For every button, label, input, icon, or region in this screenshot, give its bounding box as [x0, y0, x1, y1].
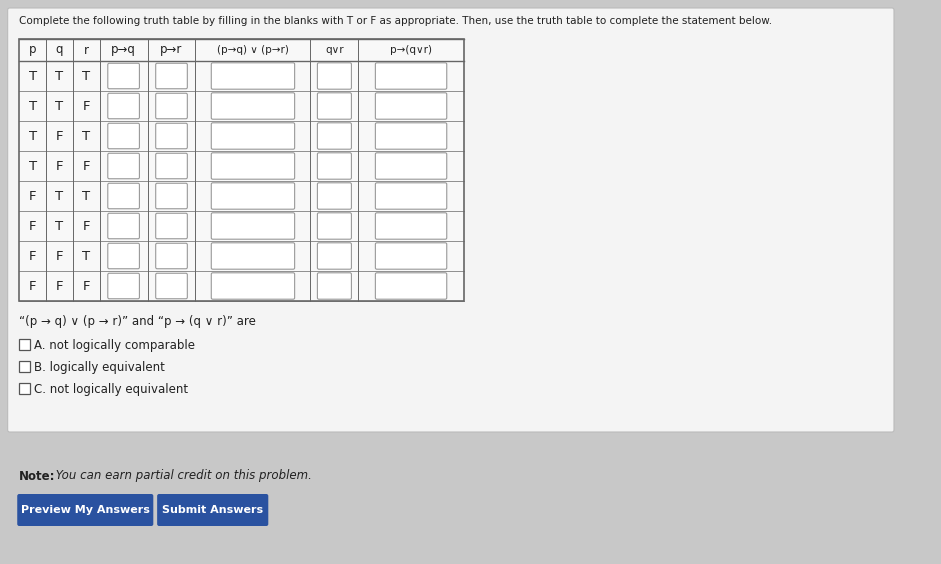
Text: “(p → q) ∨ (p → r)” and “p → (q ∨ r)” are: “(p → q) ∨ (p → r)” and “p → (q ∨ r)” ar…: [19, 315, 256, 328]
FancyBboxPatch shape: [375, 93, 447, 119]
FancyBboxPatch shape: [155, 63, 187, 89]
FancyBboxPatch shape: [317, 213, 351, 239]
FancyBboxPatch shape: [212, 153, 295, 179]
FancyBboxPatch shape: [212, 243, 295, 269]
FancyBboxPatch shape: [108, 153, 139, 179]
Text: F: F: [83, 160, 90, 173]
Text: T: T: [82, 130, 90, 143]
Text: F: F: [56, 160, 63, 173]
FancyBboxPatch shape: [375, 123, 447, 149]
Text: T: T: [56, 99, 63, 112]
Text: p→r: p→r: [160, 43, 183, 56]
Text: q: q: [56, 43, 63, 56]
Text: r: r: [84, 43, 88, 56]
FancyBboxPatch shape: [317, 153, 351, 179]
FancyBboxPatch shape: [375, 153, 447, 179]
FancyBboxPatch shape: [375, 183, 447, 209]
Text: T: T: [56, 190, 63, 202]
FancyBboxPatch shape: [108, 93, 139, 119]
FancyBboxPatch shape: [155, 213, 187, 239]
FancyBboxPatch shape: [155, 183, 187, 209]
FancyBboxPatch shape: [212, 273, 295, 299]
Text: T: T: [82, 249, 90, 262]
FancyBboxPatch shape: [155, 243, 187, 269]
FancyBboxPatch shape: [212, 93, 295, 119]
FancyBboxPatch shape: [317, 63, 351, 89]
FancyBboxPatch shape: [212, 123, 295, 149]
FancyBboxPatch shape: [17, 494, 153, 526]
Text: C. not logically equivalent: C. not logically equivalent: [34, 382, 187, 395]
FancyBboxPatch shape: [375, 273, 447, 299]
FancyBboxPatch shape: [108, 243, 139, 269]
FancyBboxPatch shape: [108, 213, 139, 239]
FancyBboxPatch shape: [108, 63, 139, 89]
FancyBboxPatch shape: [317, 243, 351, 269]
Text: F: F: [29, 249, 37, 262]
Text: p: p: [29, 43, 37, 56]
Text: T: T: [28, 99, 37, 112]
FancyBboxPatch shape: [375, 63, 447, 89]
Text: T: T: [56, 69, 63, 82]
FancyBboxPatch shape: [212, 63, 295, 89]
Text: A. not logically comparable: A. not logically comparable: [34, 338, 195, 351]
FancyBboxPatch shape: [155, 124, 187, 149]
Text: p→(q∨r): p→(q∨r): [391, 45, 432, 55]
Bar: [19, 382, 30, 394]
Text: p→q: p→q: [111, 43, 136, 56]
Bar: [19, 39, 464, 301]
Text: F: F: [56, 280, 63, 293]
FancyBboxPatch shape: [317, 183, 351, 209]
FancyBboxPatch shape: [155, 93, 187, 119]
Text: Submit Answers: Submit Answers: [162, 505, 263, 515]
FancyBboxPatch shape: [375, 213, 447, 239]
Text: F: F: [56, 130, 63, 143]
Text: You can earn partial credit on this problem.: You can earn partial credit on this prob…: [52, 469, 311, 482]
FancyBboxPatch shape: [212, 213, 295, 239]
FancyBboxPatch shape: [317, 123, 351, 149]
Text: F: F: [83, 280, 90, 293]
FancyBboxPatch shape: [108, 183, 139, 209]
Text: (p→q) ∨ (p→r): (p→q) ∨ (p→r): [217, 45, 289, 55]
Text: T: T: [28, 130, 37, 143]
FancyBboxPatch shape: [157, 494, 268, 526]
FancyBboxPatch shape: [317, 273, 351, 299]
Text: Complete the following truth table by filling in the blanks with T or F as appro: Complete the following truth table by fi…: [19, 16, 773, 26]
FancyBboxPatch shape: [212, 183, 295, 209]
Text: F: F: [83, 99, 90, 112]
Text: T: T: [28, 160, 37, 173]
Text: F: F: [56, 249, 63, 262]
FancyBboxPatch shape: [108, 273, 139, 299]
Text: T: T: [82, 69, 90, 82]
Bar: [19, 360, 30, 372]
Text: T: T: [82, 190, 90, 202]
FancyBboxPatch shape: [8, 8, 894, 432]
Bar: [19, 39, 464, 301]
Text: Note:: Note:: [19, 469, 56, 482]
FancyBboxPatch shape: [9, 435, 892, 554]
FancyBboxPatch shape: [317, 93, 351, 119]
FancyBboxPatch shape: [155, 153, 187, 179]
Text: F: F: [29, 190, 37, 202]
Text: T: T: [28, 69, 37, 82]
Text: F: F: [83, 219, 90, 232]
FancyBboxPatch shape: [155, 273, 187, 299]
Text: q∨r: q∨r: [325, 45, 343, 55]
Text: B. logically equivalent: B. logically equivalent: [34, 360, 165, 373]
Text: F: F: [29, 219, 37, 232]
Text: T: T: [56, 219, 63, 232]
FancyBboxPatch shape: [375, 243, 447, 269]
Text: F: F: [29, 280, 37, 293]
FancyBboxPatch shape: [108, 124, 139, 149]
Bar: [19, 338, 30, 350]
Text: Preview My Answers: Preview My Answers: [21, 505, 150, 515]
